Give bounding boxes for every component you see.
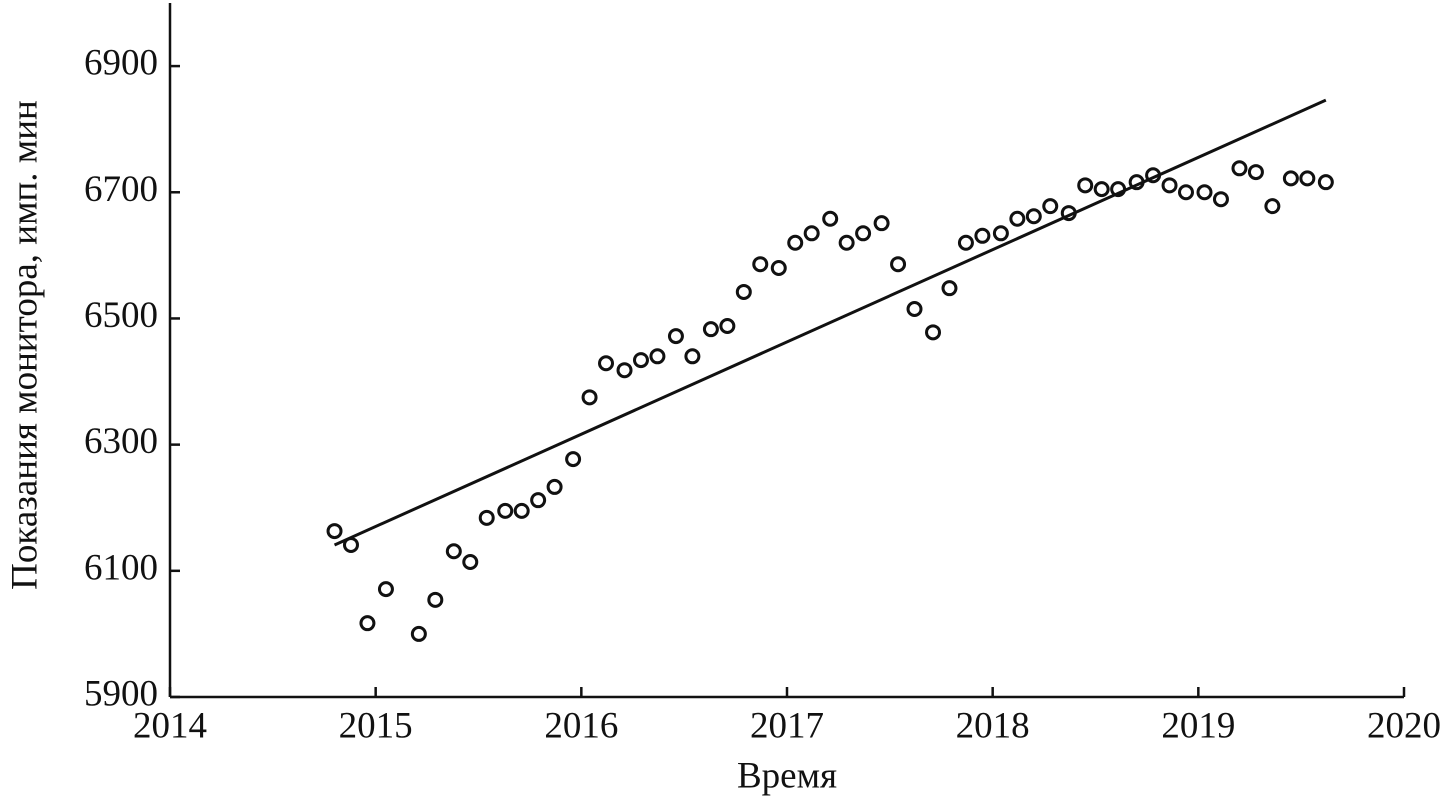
data-point xyxy=(1161,177,1178,194)
trend-line xyxy=(333,98,1327,547)
data-point xyxy=(702,321,719,338)
data-point xyxy=(1231,160,1248,177)
data-point xyxy=(546,478,563,495)
data-point xyxy=(957,234,974,251)
y-tick-label: 6700 xyxy=(84,169,158,210)
data-point xyxy=(719,318,736,335)
y-tick-label: 5900 xyxy=(84,673,158,714)
y-tick-label: 6500 xyxy=(84,295,158,336)
data-point xyxy=(1128,174,1145,191)
x-tick-label: 2017 xyxy=(750,705,824,746)
data-point xyxy=(752,256,769,273)
data-point xyxy=(359,615,376,632)
y-tick-label: 6300 xyxy=(84,421,158,462)
data-point xyxy=(445,543,462,560)
data-point xyxy=(377,581,394,598)
data-point xyxy=(1317,174,1334,191)
data-point xyxy=(1247,164,1264,181)
data-point xyxy=(941,280,958,297)
data-point xyxy=(513,502,530,519)
data-point xyxy=(735,283,752,300)
data-point xyxy=(1042,198,1059,215)
y-tick-label: 6900 xyxy=(84,43,158,84)
data-point xyxy=(1145,167,1162,184)
data-point xyxy=(1196,184,1213,201)
data-point xyxy=(427,591,444,608)
data-point xyxy=(497,502,514,519)
data-point xyxy=(925,324,942,341)
data-point xyxy=(906,300,923,317)
x-tick-label: 2018 xyxy=(956,705,1030,746)
data-point xyxy=(342,536,359,553)
data-point xyxy=(478,509,495,526)
x-tick-label: 2014 xyxy=(133,705,207,746)
data-point xyxy=(1282,170,1299,187)
data-point xyxy=(684,348,701,365)
data-point xyxy=(530,492,547,509)
x-tick-label: 2016 xyxy=(544,705,618,746)
data-point xyxy=(462,553,479,570)
data-point xyxy=(649,348,666,365)
data-point xyxy=(855,225,872,242)
data-point xyxy=(974,227,991,244)
data-point xyxy=(1009,210,1026,227)
data-point xyxy=(667,328,684,345)
data-point xyxy=(565,451,582,468)
x-tick-label: 2015 xyxy=(339,705,413,746)
data-point xyxy=(581,389,598,406)
data-point xyxy=(787,234,804,251)
data-point xyxy=(1110,181,1127,198)
data-point xyxy=(598,355,615,372)
data-point xyxy=(1025,208,1042,225)
x-tick-label: 2019 xyxy=(1161,705,1235,746)
data-point xyxy=(1177,184,1194,201)
data-point xyxy=(326,523,343,540)
x-tick-label: 2020 xyxy=(1367,705,1441,746)
x-axis-label: Время xyxy=(737,755,837,796)
data-point xyxy=(1060,205,1077,222)
data-point xyxy=(1077,177,1094,194)
data-point xyxy=(1212,191,1229,208)
data-point xyxy=(803,225,820,242)
y-tick-label: 6100 xyxy=(84,547,158,588)
data-point xyxy=(1264,198,1281,215)
data-point xyxy=(616,362,633,379)
data-point xyxy=(992,225,1009,242)
data-point xyxy=(770,259,787,276)
data-point xyxy=(1299,170,1316,187)
data-point xyxy=(838,234,855,251)
data-point xyxy=(873,215,890,232)
data-point xyxy=(822,210,839,227)
data-point xyxy=(1093,181,1110,198)
data-point xyxy=(890,256,907,273)
y-axis-label: Показания монитора, имп. мин xyxy=(4,100,45,590)
data-point xyxy=(410,625,427,642)
data-point xyxy=(632,352,649,369)
